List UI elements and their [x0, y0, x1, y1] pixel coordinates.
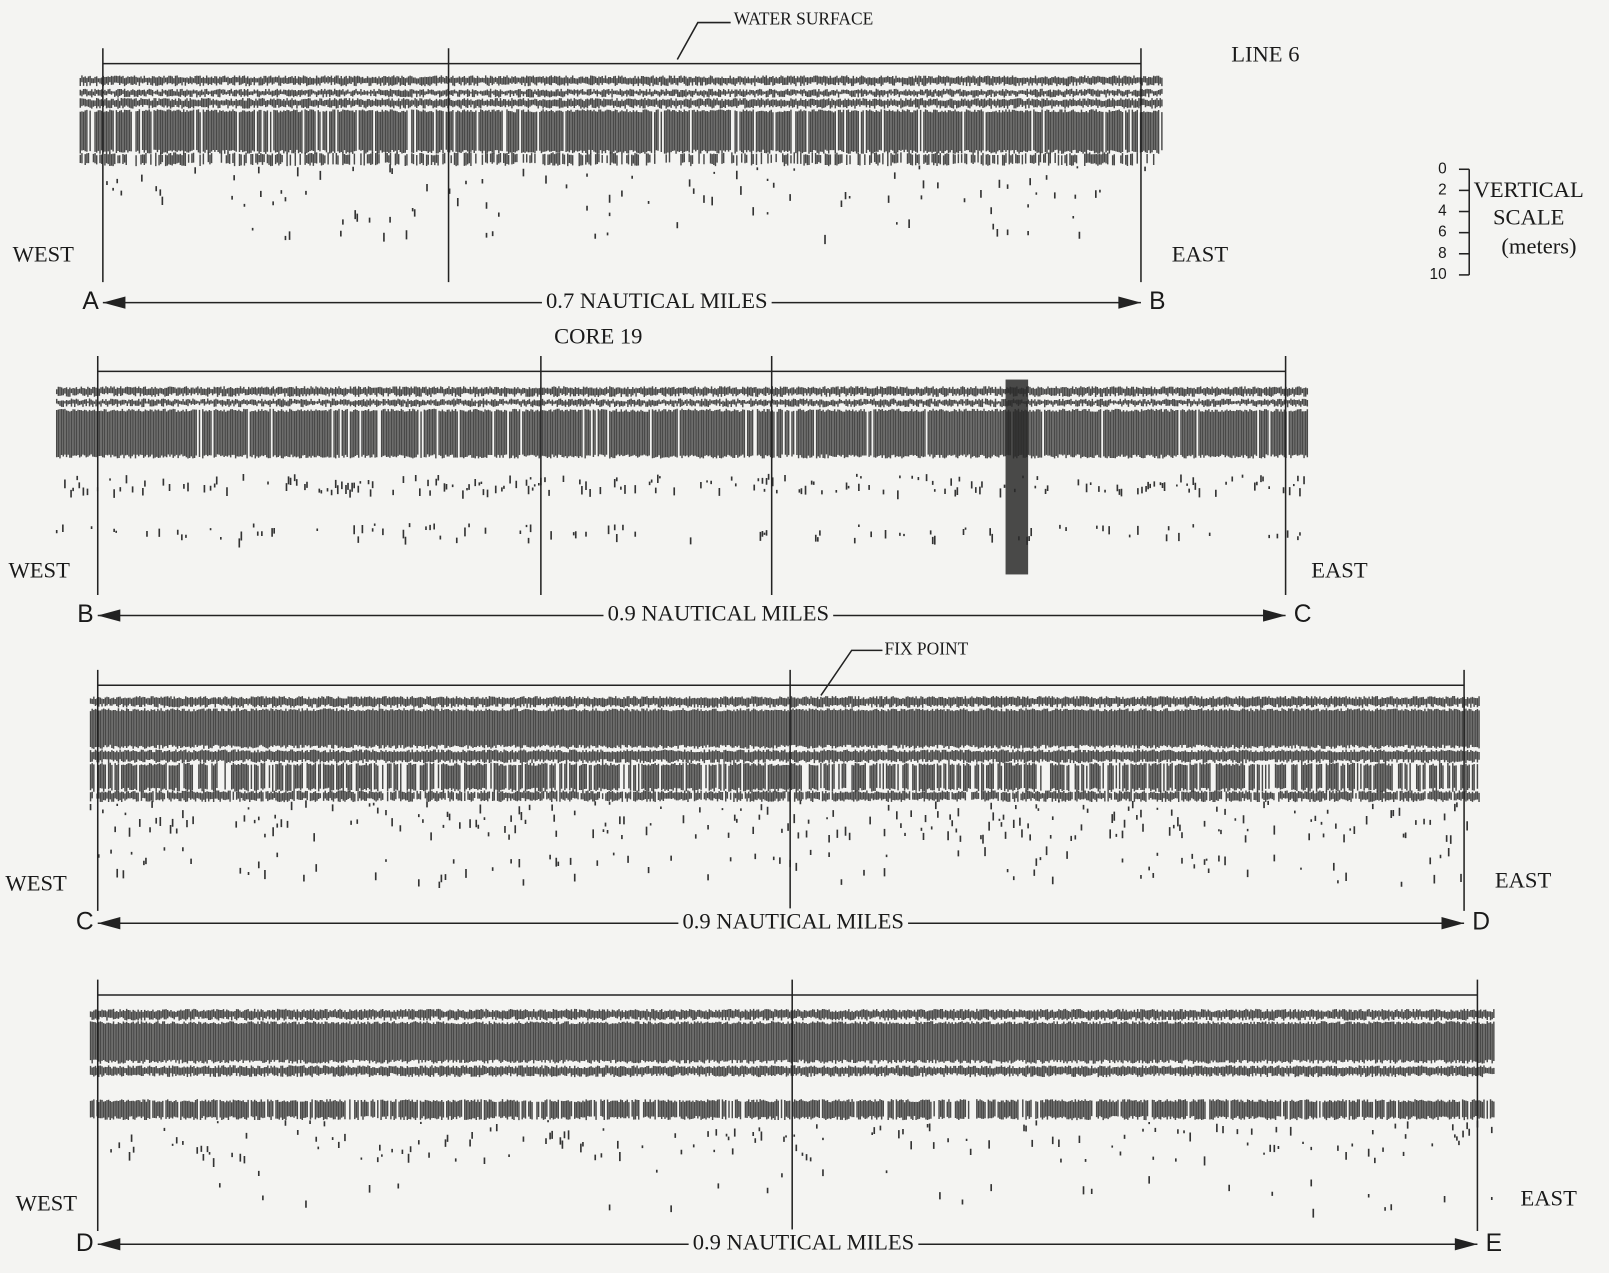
scale-tick-label: 0	[1438, 160, 1447, 177]
end-letter: C	[1294, 601, 1312, 628]
west-label: WEST	[8, 558, 70, 583]
annotation: WATER SURFACE	[734, 9, 874, 29]
end-letter: D	[1472, 909, 1490, 936]
east-label: EAST	[1495, 867, 1552, 892]
start-letter: B	[77, 601, 93, 628]
distance-label: 0.9 NAUTICAL MILES	[608, 601, 829, 626]
east-label: EAST	[1520, 1185, 1577, 1210]
scale-tick-label: 2	[1438, 181, 1447, 198]
end-letter: E	[1486, 1230, 1502, 1257]
east-label: EAST	[1311, 558, 1368, 583]
annotation: CORE 19	[554, 324, 642, 349]
end-letter: B	[1149, 288, 1165, 315]
start-letter: D	[76, 1230, 94, 1257]
reflector-band	[91, 708, 1480, 749]
distance-label: 0.7 NAUTICAL MILES	[546, 288, 767, 313]
west-label: WEST	[13, 242, 75, 267]
background	[0, 0, 1608, 1273]
dark-column	[1006, 380, 1029, 575]
scale-title: (meters)	[1501, 233, 1576, 258]
distance-label: 0.9 NAUTICAL MILES	[693, 1229, 914, 1254]
scale-tick-label: 6	[1438, 224, 1447, 241]
line-label: LINE 6	[1231, 42, 1299, 67]
seismic-figure: LINE 6 VERTICAL SCALE (meters) 0 2 4 6 8 10 W…	[0, 0, 1609, 1273]
scale-title: VERTICAL	[1474, 177, 1584, 202]
distance-label: 0.9 NAUTICAL MILES	[682, 908, 903, 933]
east-label: EAST	[1172, 242, 1229, 267]
annotation: FIX POINT	[885, 638, 969, 658]
west-label: WEST	[16, 1190, 78, 1215]
scale-tick-label: 4	[1438, 203, 1447, 220]
scale-title: SCALE	[1493, 205, 1564, 230]
reflector-band	[57, 409, 1308, 459]
west-label: WEST	[5, 870, 67, 895]
start-letter: A	[82, 288, 99, 315]
start-letter: C	[76, 909, 94, 936]
scale-tick-label: 10	[1430, 266, 1447, 283]
scale-tick-label: 8	[1438, 245, 1447, 262]
